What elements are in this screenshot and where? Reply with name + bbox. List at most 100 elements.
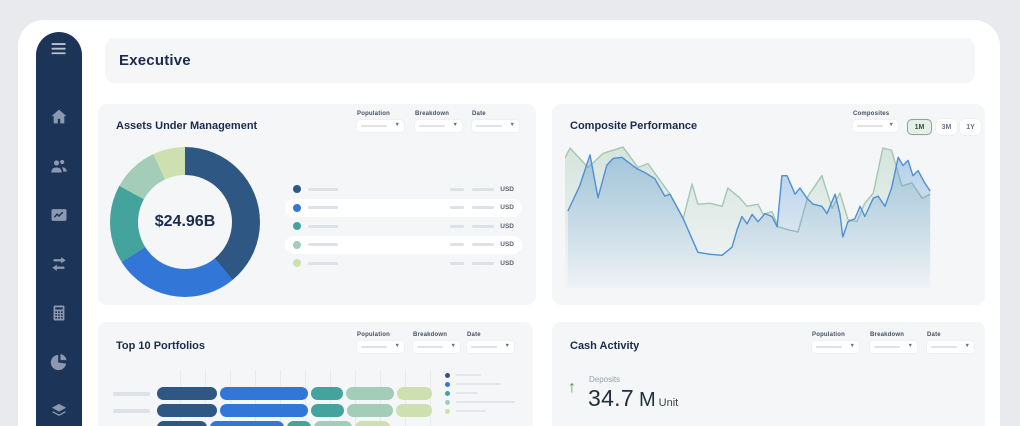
legend-color-dot xyxy=(445,399,450,405)
top10-population-filter: Population ▼ xyxy=(357,332,404,353)
sidebar-item-calculator[interactable] xyxy=(47,302,71,326)
select-placeholder xyxy=(874,345,900,349)
bar-segment xyxy=(157,404,217,417)
select-placeholder xyxy=(361,345,387,349)
row-label-placeholder xyxy=(113,409,150,413)
composites-filter-label: Composites xyxy=(853,111,890,117)
currency-label: USD xyxy=(500,241,514,249)
sidebar-item-home[interactable] xyxy=(47,106,71,130)
legend-color-dot xyxy=(445,381,450,387)
population-select[interactable]: ▼ xyxy=(357,341,404,353)
aum-legend-row: USD xyxy=(285,235,522,254)
page-header: Executive xyxy=(105,38,975,83)
bar-segment xyxy=(346,404,393,417)
range-button-1y[interactable]: 1Y xyxy=(960,119,981,135)
sidebar-item-holdings[interactable] xyxy=(47,400,71,424)
legend-color-dot xyxy=(293,203,301,212)
date-select[interactable]: ▼ xyxy=(467,341,514,353)
sidebar-item-transactions[interactable] xyxy=(47,253,71,277)
date-select[interactable]: ▼ xyxy=(927,341,974,353)
date-filter-label: Date xyxy=(467,332,481,338)
aum-donut-chart: $24.96B xyxy=(110,147,260,297)
stacked-bar xyxy=(157,404,432,417)
legend-color-dot xyxy=(293,259,301,268)
composite-green-line xyxy=(565,146,931,233)
portfolio-bar-row xyxy=(98,387,533,400)
portfolio-bar-row xyxy=(98,404,533,417)
stacked-bar xyxy=(157,387,432,400)
legend-value-placeholder xyxy=(450,187,465,191)
legend-value-placeholder xyxy=(472,243,495,247)
select-placeholder xyxy=(471,345,497,349)
cash-card-title: Cash Activity xyxy=(570,340,640,352)
breakdown-filter-label: Breakdown xyxy=(870,332,905,338)
gridline xyxy=(430,370,431,426)
select-placeholder xyxy=(816,345,842,349)
aum-legend-list: USD USD USD USD USD xyxy=(285,180,522,273)
legend-color-dot xyxy=(445,372,450,378)
bar-segment xyxy=(345,387,394,400)
bar-segment xyxy=(354,421,390,426)
breakdown-filter-label: Breakdown xyxy=(413,332,448,338)
legend-value-placeholder xyxy=(472,261,495,265)
cash-activity-card: Cash Activity Population ▼ Breakdown ▼ D… xyxy=(552,322,985,426)
population-filter-label: Population xyxy=(357,111,390,117)
breakdown-select[interactable]: ▼ xyxy=(415,120,462,132)
composites-select[interactable]: ▼ xyxy=(853,120,898,132)
chevron-down-icon: ▼ xyxy=(849,343,855,350)
hamburger-icon xyxy=(49,39,69,62)
sidebar-item-allocation[interactable] xyxy=(47,351,71,375)
breakdown-filter-label: Breakdown xyxy=(415,111,450,117)
breakdown-select[interactable]: ▼ xyxy=(413,341,460,353)
range-button-1m[interactable]: 1M xyxy=(907,119,932,135)
bar-segment xyxy=(219,404,308,417)
legend-color-dot xyxy=(293,240,301,249)
top10-legend-item xyxy=(445,381,500,387)
date-filter-label: Date xyxy=(472,111,486,117)
composites-filter: Composites ▼ xyxy=(853,111,898,132)
chevron-down-icon: ▼ xyxy=(452,122,458,129)
portfolio-bar-row xyxy=(98,421,533,426)
bar-segment xyxy=(287,421,311,426)
menu-toggle-button[interactable] xyxy=(47,38,71,62)
row-label-placeholder xyxy=(113,392,150,396)
legend-name-placeholder xyxy=(308,243,338,247)
composite-area-chart xyxy=(565,146,931,288)
deposits-up-arrow-icon: ↑ xyxy=(568,379,576,396)
legend-value-placeholder xyxy=(450,243,465,247)
chevron-down-icon: ▼ xyxy=(907,343,913,350)
chevron-down-icon: ▼ xyxy=(888,122,894,129)
currency-label: USD xyxy=(500,259,514,267)
legend-value-placeholder xyxy=(472,187,495,191)
cash-population-filter: Population ▼ xyxy=(812,332,859,353)
sidebar-item-clients[interactable] xyxy=(47,155,71,179)
chevron-down-icon: ▼ xyxy=(509,122,515,129)
layers-icon xyxy=(49,401,69,424)
bar-segment xyxy=(219,387,308,400)
sidebar xyxy=(36,32,82,426)
bar-segment xyxy=(310,387,343,400)
chevron-down-icon: ▼ xyxy=(964,343,970,350)
population-select[interactable]: ▼ xyxy=(357,120,404,132)
date-select[interactable]: ▼ xyxy=(472,120,519,132)
range-button-3m[interactable]: 3M xyxy=(936,119,957,135)
legend-name-placeholder xyxy=(456,409,486,413)
legend-name-placeholder xyxy=(308,224,338,228)
composite-card-title: Composite Performance xyxy=(570,120,698,132)
breakdown-select[interactable]: ▼ xyxy=(870,341,917,353)
population-filter-label: Population xyxy=(357,332,390,338)
bar-segment xyxy=(395,404,432,417)
cash-breakdown-filter: Breakdown ▼ xyxy=(870,332,917,353)
chevron-down-icon: ▼ xyxy=(450,343,456,350)
legend-name-placeholder xyxy=(308,261,338,265)
legend-name-placeholder xyxy=(456,391,478,395)
legend-name-placeholder xyxy=(308,187,338,191)
top10-breakdown-filter: Breakdown ▼ xyxy=(413,332,460,353)
aum-card-title: Assets Under Management xyxy=(116,120,258,132)
top10-card-title: Top 10 Portfolios xyxy=(116,340,206,352)
legend-name-placeholder xyxy=(456,382,500,386)
bar-segment xyxy=(313,421,352,426)
population-select[interactable]: ▼ xyxy=(812,341,859,353)
bar-segment xyxy=(396,387,432,400)
sidebar-item-performance[interactable] xyxy=(47,204,71,228)
